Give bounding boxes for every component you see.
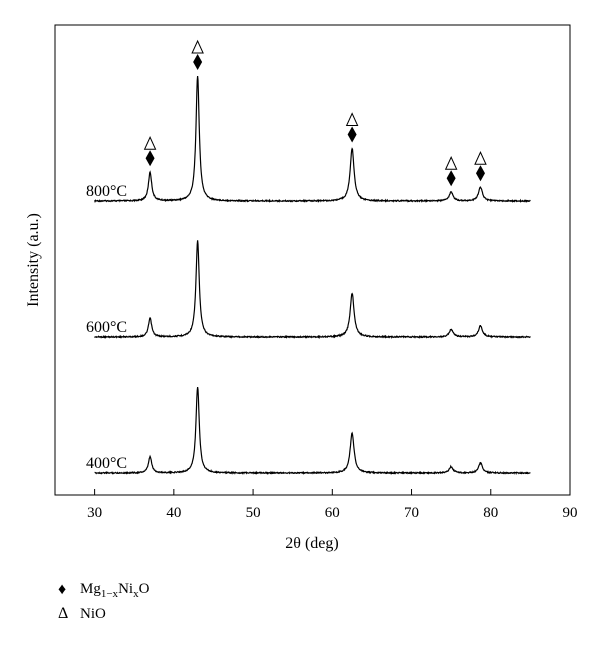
x-tick-label: 90 bbox=[563, 505, 578, 521]
legend: ♦ Mg1−xNixO Δ NiO bbox=[58, 578, 149, 626]
x-tick-label: 30 bbox=[87, 505, 102, 521]
triangle-icon: Δ bbox=[58, 605, 69, 622]
series-label: 600°C bbox=[86, 319, 127, 336]
nio-triangle-marker bbox=[345, 112, 359, 126]
legend-label-nio: NiO bbox=[80, 605, 106, 622]
nio-triangle-marker bbox=[444, 156, 458, 170]
series-curves bbox=[94, 76, 531, 476]
x-tick-label: 60 bbox=[325, 505, 340, 521]
series-labels: 800°C 600°C 400°C bbox=[86, 183, 127, 472]
x-tick-label: 40 bbox=[166, 505, 181, 521]
series-line bbox=[94, 240, 531, 340]
x-tick-label: 80 bbox=[483, 505, 498, 521]
legend-item-nio: Δ NiO bbox=[58, 602, 149, 626]
nio-triangle-marker bbox=[143, 136, 157, 150]
x-axis-ticks: 30 40 50 60 70 80 90 bbox=[87, 489, 578, 521]
mgnio-diamond-marker bbox=[347, 126, 357, 143]
series-label: 800°C bbox=[86, 183, 127, 200]
series-line bbox=[94, 387, 531, 476]
mgnio-diamond-marker bbox=[475, 165, 485, 182]
series-label: 400°C bbox=[86, 455, 127, 472]
plot-frame bbox=[54, 24, 571, 496]
x-tick-label: 70 bbox=[404, 505, 419, 521]
diamond-icon: ♦ bbox=[58, 581, 67, 598]
nio-triangle-marker bbox=[474, 151, 487, 165]
peak-markers bbox=[143, 39, 487, 187]
nio-triangle-marker bbox=[191, 39, 204, 54]
x-tick-label: 50 bbox=[246, 505, 261, 521]
legend-item-mgnio: ♦ Mg1−xNixO bbox=[58, 578, 149, 602]
mgnio-diamond-marker bbox=[145, 150, 155, 167]
mgnio-diamond-marker bbox=[446, 170, 456, 187]
y-axis-label: Intensity (a.u.) bbox=[25, 213, 42, 307]
mgnio-diamond-marker bbox=[193, 54, 203, 70]
series-line bbox=[94, 76, 531, 204]
legend-label-mgnio: Mg1−xNixO bbox=[80, 580, 150, 600]
x-axis-label: 2θ (deg) bbox=[285, 535, 338, 552]
